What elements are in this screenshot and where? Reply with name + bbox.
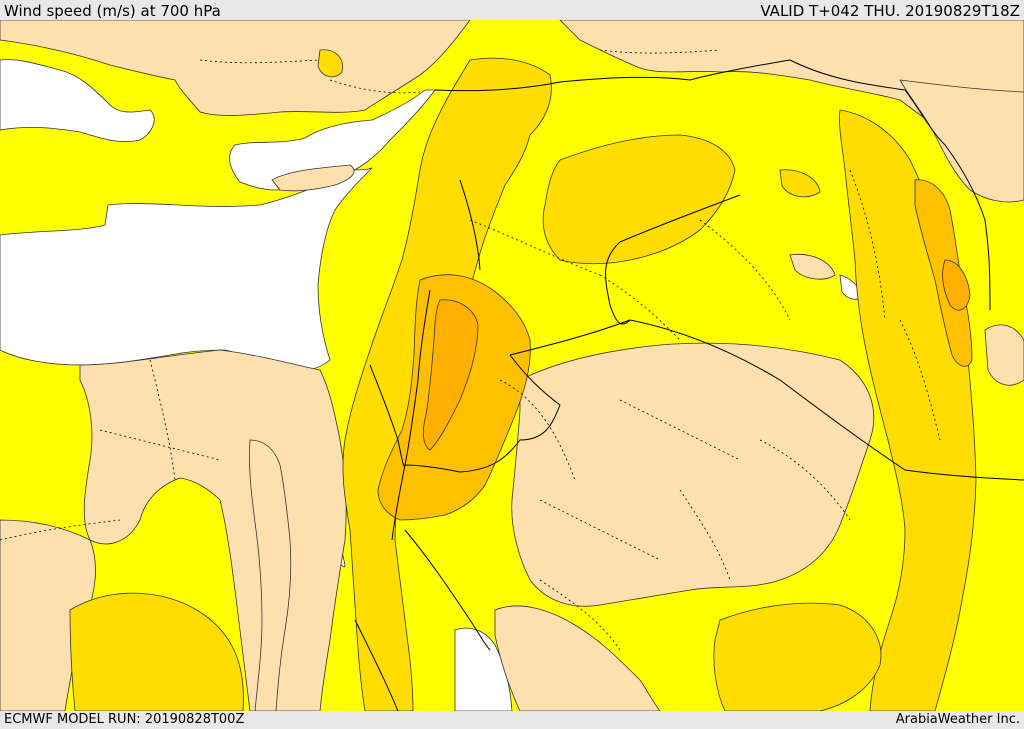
cyprus-light-wind	[271, 164, 355, 192]
model-run-label: ECMWF MODEL RUN: 20190828T00Z	[4, 712, 245, 727]
iran-strongest	[942, 259, 971, 311]
map-title: Wind speed (m/s) at 700 hPa	[4, 2, 221, 20]
arabia-east-stronger	[713, 602, 882, 711]
turkey-light-wind	[0, 20, 471, 116]
wind-speed-map	[0, 20, 1024, 711]
arabia-light-wind	[511, 342, 874, 607]
israel-jordan-border	[391, 289, 431, 541]
footer-bar: ECMWF MODEL RUN: 20190828T00Z ArabiaWeat…	[0, 711, 1024, 729]
saudi-west-border	[404, 529, 491, 651]
header-bar: Wind speed (m/s) at 700 hPa VALID T+042 …	[0, 0, 1024, 20]
saudi-south-light-wind	[494, 605, 661, 711]
red-sea-south	[454, 627, 513, 711]
country-boundaries	[354, 59, 1024, 711]
lebanon-syria-border	[459, 179, 481, 271]
iraq-saudi-border	[629, 319, 1024, 481]
jordan-saudi-border	[509, 319, 631, 356]
jordan-south-border	[404, 354, 561, 473]
syria-iraq-border	[605, 194, 741, 325]
libya-stronger	[69, 592, 244, 711]
syria-iraq-stronger	[542, 134, 736, 265]
egypt-sudan-border	[354, 619, 399, 711]
turkey-stronger-patch	[317, 49, 343, 78]
map-canvas	[0, 20, 1024, 711]
internal-boundaries	[0, 49, 941, 651]
nile-valley-light-wind	[249, 439, 292, 711]
jordan-strongest	[422, 299, 479, 451]
credit-label: ArabiaWeather Inc.	[895, 712, 1020, 727]
strongest-wind-areas	[422, 259, 971, 451]
iran-south-light-wind	[984, 324, 1024, 386]
iraq-small-light-wind	[789, 253, 836, 280]
egypt-israel-border	[369, 364, 406, 467]
levant-corridor-stronger	[342, 57, 552, 711]
iraq-stronger-patch	[779, 169, 821, 198]
aegean-sea	[0, 59, 155, 143]
valid-time-label: VALID T+042 THU. 20190829T18Z	[760, 2, 1020, 20]
turkey-syria-border	[434, 59, 791, 92]
iran-light-wind	[899, 79, 1024, 203]
iraq-iran-border	[789, 59, 991, 311]
